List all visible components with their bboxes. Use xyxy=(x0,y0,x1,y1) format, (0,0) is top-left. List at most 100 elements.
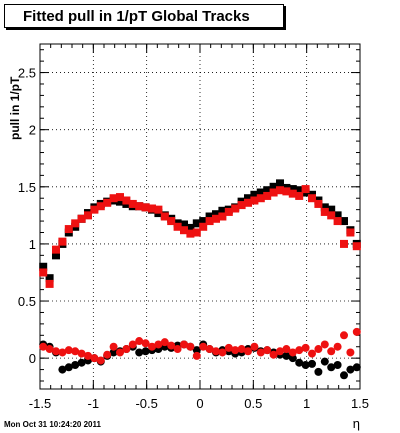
data-point-square-s1 xyxy=(320,207,329,216)
data-point-square-s1 xyxy=(90,205,99,214)
data-point-circle-s3 xyxy=(237,345,246,354)
data-point-square-s0 xyxy=(180,220,188,229)
data-point-circle-s3 xyxy=(308,349,316,358)
data-point-square-s1 xyxy=(231,204,240,213)
data-point-square-s1 xyxy=(58,237,67,246)
data-point-circle-s3 xyxy=(295,346,304,355)
data-point-square-s0 xyxy=(39,262,48,271)
data-point-square-s1 xyxy=(135,202,144,211)
data-point-square-s1 xyxy=(250,196,259,205)
data-point-circle-s3 xyxy=(90,354,99,363)
data-point-circle-s3 xyxy=(282,345,291,354)
data-point-circle-s3 xyxy=(205,345,214,354)
data-point-square-s1 xyxy=(109,194,118,203)
data-point-square-s1 xyxy=(148,204,156,213)
data-point-circle-s3 xyxy=(314,345,323,354)
data-point-square-s0 xyxy=(244,194,252,203)
data-point-square-s0 xyxy=(320,203,329,212)
data-point-circle-s2 xyxy=(77,358,86,367)
data-point-circle-s3 xyxy=(135,337,144,346)
data-point-circle-s3 xyxy=(160,338,169,347)
data-point-square-s1 xyxy=(128,199,137,208)
data-point-square-s1 xyxy=(224,207,233,216)
data-point-circle-s3 xyxy=(288,348,297,357)
x-tick-label: 0.5 xyxy=(244,396,262,411)
data-point-square-s1 xyxy=(269,188,278,197)
y-tick-label: 2 xyxy=(29,123,36,138)
data-point-circle-s2 xyxy=(135,348,144,357)
data-point-square-s0 xyxy=(276,179,284,188)
data-point-square-s0 xyxy=(212,210,220,219)
data-point-circle-s3 xyxy=(263,346,272,355)
data-point-circle-s2 xyxy=(308,359,316,368)
data-point-circle-s3 xyxy=(180,340,188,349)
data-marks xyxy=(39,179,361,380)
data-point-circle-s3 xyxy=(244,347,252,356)
data-point-square-s0 xyxy=(269,182,278,191)
data-point-circle-s3 xyxy=(148,342,156,351)
x-tick-label: -1 xyxy=(88,396,100,411)
data-point-circle-s3 xyxy=(103,350,112,359)
data-point-circle-s3 xyxy=(327,347,336,356)
data-point-circle-s2 xyxy=(288,354,297,363)
data-point-circle-s3 xyxy=(141,339,150,348)
data-point-circle-s2 xyxy=(314,367,323,376)
data-point-square-s1 xyxy=(244,198,252,207)
data-point-square-s1 xyxy=(237,201,246,210)
data-point-circle-s3 xyxy=(173,345,182,354)
data-point-square-s1 xyxy=(103,198,112,207)
data-point-square-s0 xyxy=(340,217,348,226)
data-point-square-s1 xyxy=(96,202,105,211)
data-point-square-s1 xyxy=(84,211,92,220)
data-point-square-s0 xyxy=(218,206,227,215)
data-point-circle-s2 xyxy=(71,361,80,370)
data-point-square-s0 xyxy=(327,205,336,214)
data-point-circle-s3 xyxy=(333,342,342,351)
data-point-square-s1 xyxy=(71,219,80,228)
data-point-square-s1 xyxy=(39,268,48,277)
data-point-circle-s3 xyxy=(128,340,137,349)
data-point-square-s1 xyxy=(263,191,272,200)
timestamp: Mon Oct 31 10:24:20 2011 xyxy=(4,420,101,429)
data-point-square-s1 xyxy=(308,194,316,203)
data-point-circle-s3 xyxy=(199,342,208,351)
data-point-circle-s3 xyxy=(84,351,92,360)
x-tick-label: 0 xyxy=(196,396,203,411)
data-point-square-s0 xyxy=(288,185,297,194)
data-point-circle-s3 xyxy=(96,356,105,365)
data-point-circle-s2 xyxy=(282,351,291,360)
data-point-square-s1 xyxy=(327,211,336,220)
data-point-circle-s2 xyxy=(327,363,336,372)
data-point-square-s1 xyxy=(116,193,124,202)
x-tick-label: 1 xyxy=(303,396,310,411)
data-point-circle-s3 xyxy=(250,342,259,351)
data-point-circle-s3 xyxy=(212,347,220,356)
data-point-circle-s2 xyxy=(192,346,201,355)
data-point-circle-s3 xyxy=(231,346,240,355)
data-point-circle-s2 xyxy=(64,363,73,372)
data-point-square-s0 xyxy=(186,223,195,232)
data-point-square-s0 xyxy=(199,217,208,226)
data-point-circle-s3 xyxy=(52,347,60,356)
data-point-circle-s2 xyxy=(320,357,329,366)
data-point-square-s1 xyxy=(77,214,86,223)
data-point-square-s1 xyxy=(256,194,265,203)
data-point-circle-s2 xyxy=(333,361,342,370)
data-point-square-s1 xyxy=(52,245,60,254)
data-point-circle-s3 xyxy=(320,340,329,349)
data-point-square-s1 xyxy=(218,212,227,221)
data-point-circle-s3 xyxy=(224,343,233,352)
data-point-square-s1 xyxy=(141,203,150,212)
data-point-square-s1 xyxy=(199,222,208,231)
data-point-square-s0 xyxy=(192,219,201,228)
data-point-circle-s2 xyxy=(301,361,310,370)
data-point-square-s1 xyxy=(282,187,291,196)
data-point-circle-s3 xyxy=(122,345,131,354)
data-point-square-s1 xyxy=(301,185,310,194)
data-point-circle-s3 xyxy=(346,348,355,357)
data-point-circle-s3 xyxy=(64,346,73,355)
data-point-circle-s3 xyxy=(116,348,124,357)
data-point-square-s1 xyxy=(205,217,214,226)
y-tick-label: 2.5 xyxy=(18,66,36,81)
x-tick-label: -1.5 xyxy=(29,396,51,411)
